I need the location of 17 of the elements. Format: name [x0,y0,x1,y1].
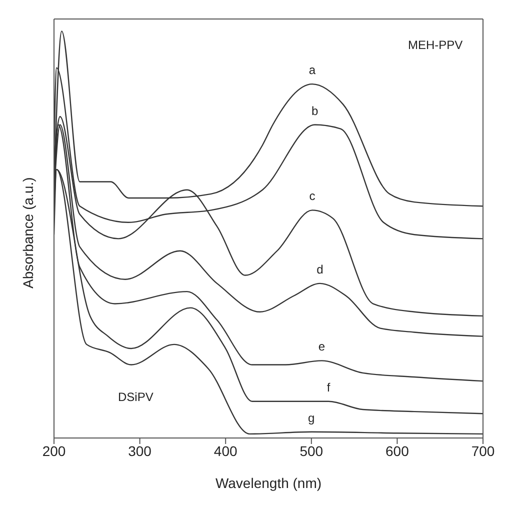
series-label: f [326,380,331,394]
x-tick-label: 200 [42,442,66,459]
x-tick-label: 400 [214,442,238,459]
series-label: e [318,340,326,354]
series-label: g [308,410,315,425]
x-tick-label: 700 [471,442,495,459]
x-axis-title: Wavelength (nm) [215,475,322,491]
series-label: a [308,63,316,78]
annotation: MEH-PPV [408,38,463,52]
y-axis-title: Absorbance (a.u.) [20,177,36,288]
series-label: b [311,104,318,118]
series-label: c [309,189,316,204]
x-tick-label: 300 [128,442,152,459]
x-tick-label: 500 [300,442,324,459]
x-tick-label: 600 [386,442,410,459]
series-label: d [316,262,324,276]
annotation: DSiPV [118,390,154,404]
